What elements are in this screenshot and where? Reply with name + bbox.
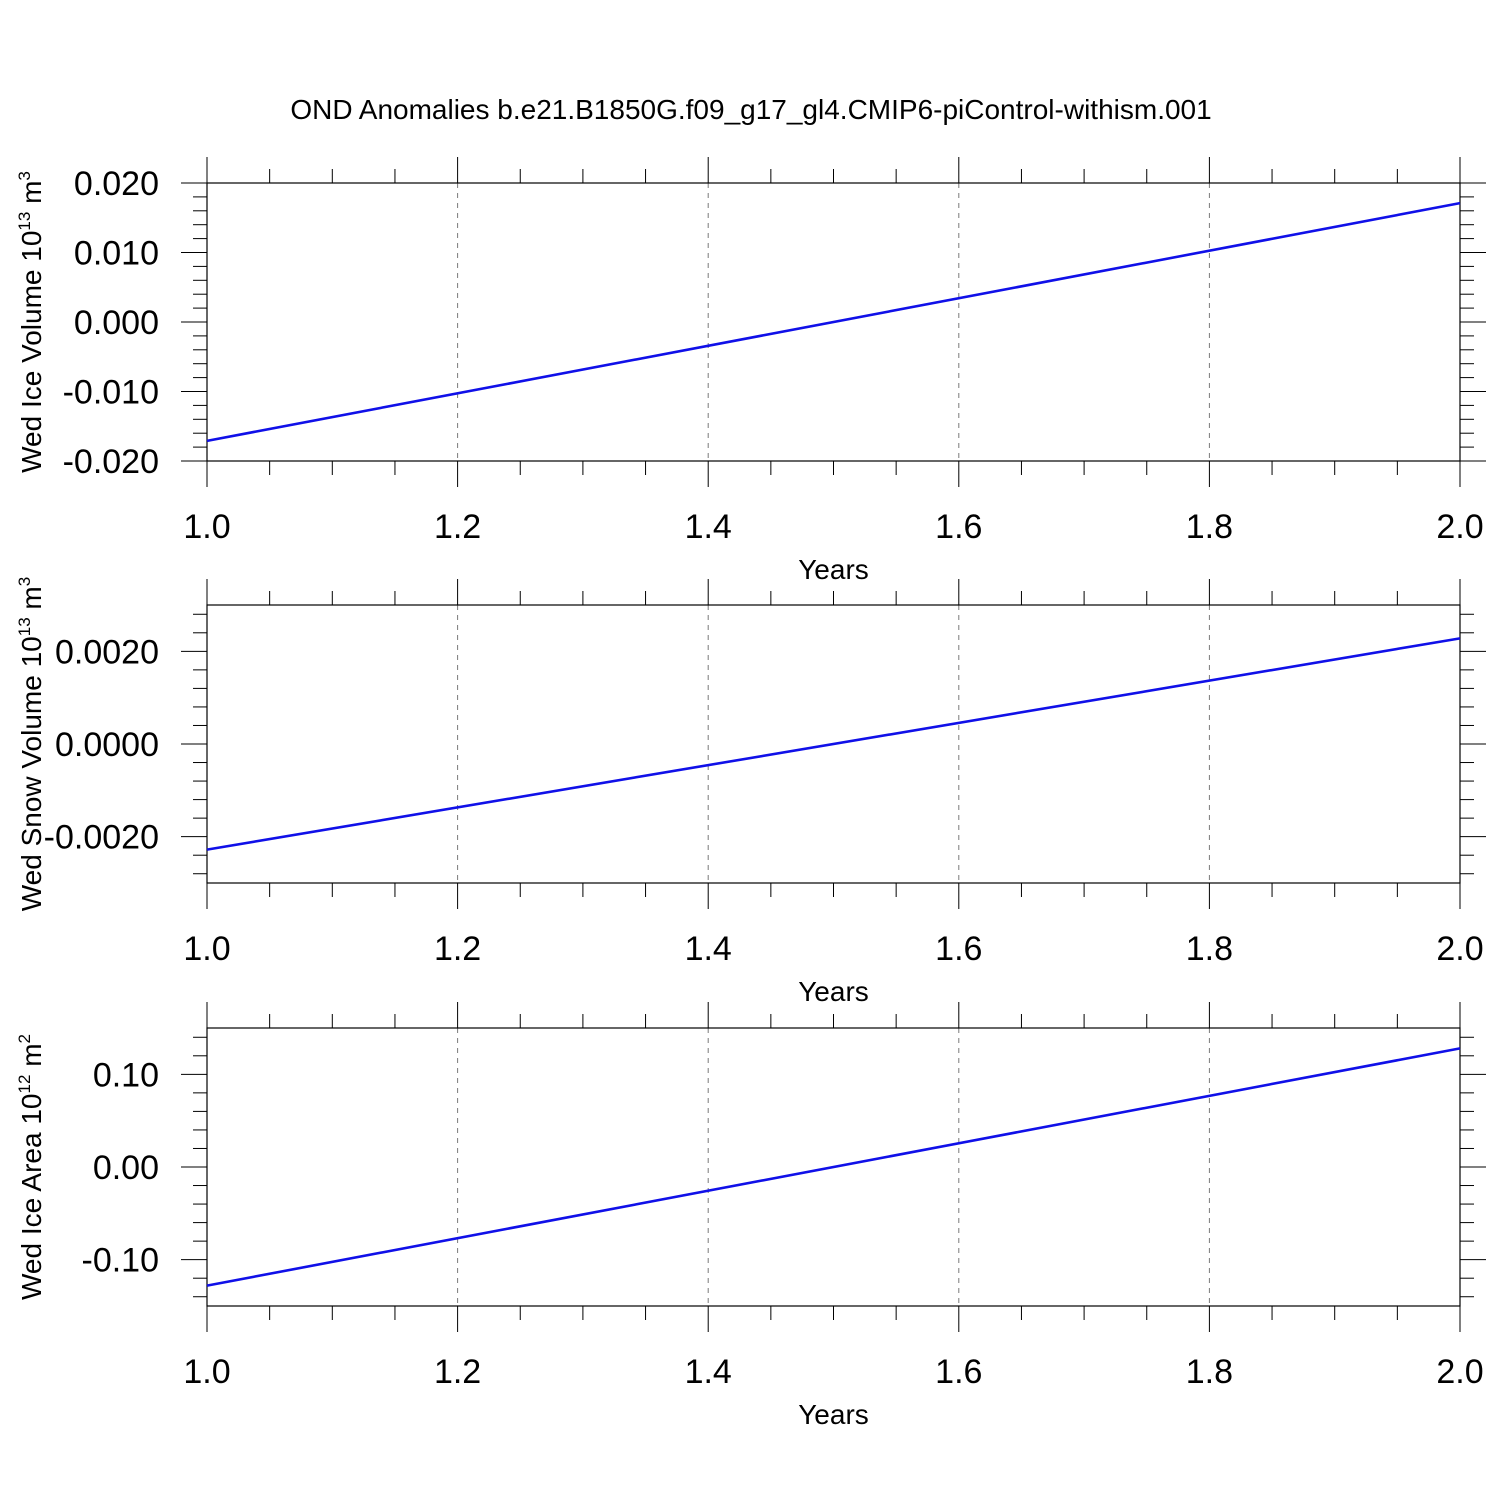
chart-panel-1: 0.020 0.010 0.000 -0.010 -0.020 1.0 1.2 1.4 1.6 1…	[15, 157, 1486, 585]
y-axis-label-unit-sup: 3	[15, 577, 34, 586]
x-axis-label: Years	[798, 1399, 869, 1430]
plot-frame	[206, 604, 1461, 884]
y-axis-label-sup: 13	[15, 617, 34, 636]
chart-panel-2: 0.0020 0.0000 -0.0020 1.0 1.2 1.4 1.6 1.8 2.0 Yea…	[15, 577, 1486, 1007]
y-axis-label: Wed Ice Area 1012 m2	[15, 1034, 47, 1300]
y-axis-label-sup: 12	[15, 1075, 34, 1094]
x-tick-label: 1.2	[434, 930, 481, 968]
y-axis-label: Wed Snow Volume 1013 m3	[15, 577, 47, 911]
y-axis-label-text: Wed Snow Volume 10	[16, 636, 47, 911]
y-tick-label: 0.10	[93, 1056, 159, 1094]
x-tick-label: 2.0	[1436, 508, 1483, 546]
y-axis-label-unit-sup: 3	[15, 171, 34, 180]
y-tick-label: -0.020	[63, 443, 159, 481]
x-tick-label: 1.6	[935, 1353, 982, 1391]
chart-panels: 0.020 0.010 0.000 -0.010 -0.020 1.0 1.2 1.4 1.6 1…	[15, 157, 1486, 1430]
y-tick-label: 0.0000	[55, 726, 159, 764]
y-tick-label: 0.010	[74, 235, 159, 273]
x-tick-label: 1.8	[1186, 508, 1233, 546]
y-tick-label: -0.10	[82, 1242, 160, 1280]
x-tick-label: 1.0	[183, 1353, 230, 1391]
x-tick-label: 1.0	[183, 930, 230, 968]
y-tick-label: 0.0020	[55, 633, 159, 671]
plot-frame	[206, 182, 1461, 462]
x-tick-label: 1.6	[935, 930, 982, 968]
x-tick-label: 1.4	[685, 930, 732, 968]
y-axis-label-unit-sup: 2	[15, 1034, 34, 1043]
y-tick-label: 0.020	[74, 165, 159, 203]
x-axis-label: Years	[798, 554, 869, 585]
x-tick-label: 1.8	[1186, 930, 1233, 968]
x-tick-label: 1.2	[434, 1353, 481, 1391]
data-line	[206, 201, 1461, 443]
plot-frame	[206, 1027, 1461, 1307]
y-tick-label: 0.000	[74, 304, 159, 342]
x-tick-label: 1.6	[935, 508, 982, 546]
y-axis-label: Wed Ice Volume 1013 m3	[15, 171, 47, 473]
x-tick-label: 1.4	[685, 1353, 732, 1391]
x-tick-label: 1.8	[1186, 1353, 1233, 1391]
x-tick-label: 1.0	[183, 508, 230, 546]
x-tick-label: 2.0	[1436, 1353, 1483, 1391]
data-line	[206, 1047, 1461, 1287]
x-tick-label: 2.0	[1436, 930, 1483, 968]
x-axis-label: Years	[798, 976, 869, 1007]
y-axis-label-unit: m	[16, 586, 47, 617]
chart-panel-3: 0.10 0.00 -0.10 1.0 1.2 1.4 1.6 1.8 2.0 Years Wed …	[15, 1002, 1486, 1430]
x-tick-label: 1.2	[434, 508, 481, 546]
y-axis-label-unit: m	[16, 1043, 47, 1074]
y-tick-label: -0.010	[63, 374, 159, 412]
chart-title: OND Anomalies b.e21.B1850G.f09_g17_gl4.C…	[290, 94, 1211, 125]
x-tick-label: 1.4	[685, 508, 732, 546]
y-tick-label: 0.00	[93, 1149, 159, 1187]
data-line	[206, 637, 1461, 851]
y-tick-label: -0.0020	[44, 819, 159, 857]
y-axis-label-unit: m	[16, 181, 47, 212]
y-axis-label-text: Wed Ice Volume 10	[16, 231, 47, 473]
y-axis-label-sup: 13	[15, 212, 34, 231]
y-axis-label-text: Wed Ice Area 10	[16, 1094, 47, 1301]
